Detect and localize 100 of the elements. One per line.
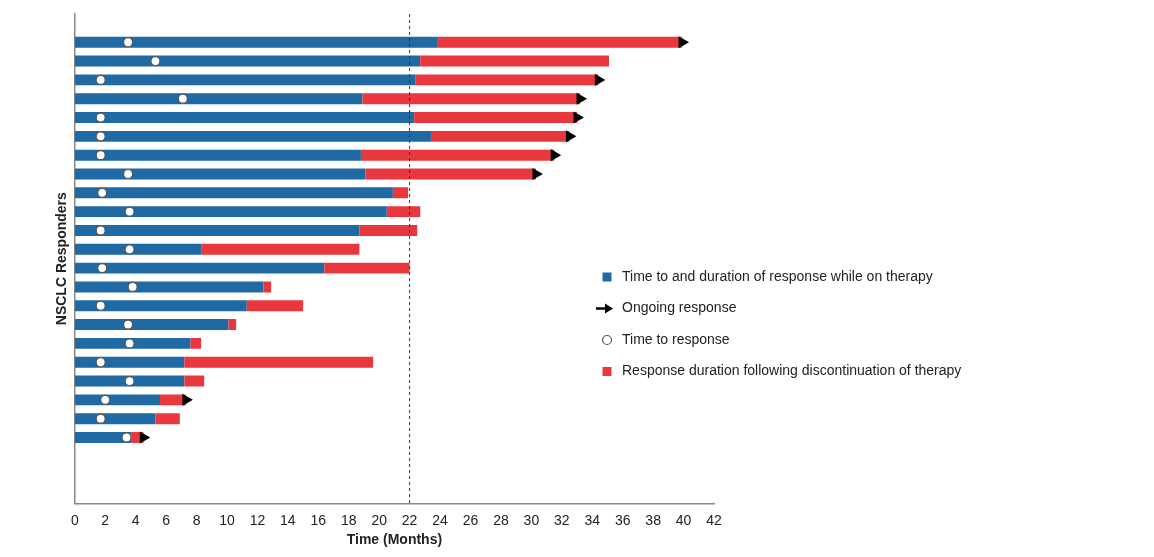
- x-tick-label: 12: [249, 511, 266, 528]
- bar: [74, 130, 431, 142]
- point: [124, 244, 135, 255]
- point: [532, 167, 543, 181]
- bar: [74, 55, 421, 67]
- bar: [74, 93, 363, 105]
- bar: [74, 281, 264, 293]
- bar: [362, 93, 581, 105]
- y-axis-title: NSCLC Responders: [53, 191, 70, 326]
- x-tick-label: 6: [162, 511, 171, 528]
- bar: [190, 337, 202, 349]
- point: [95, 225, 106, 236]
- point: [594, 73, 606, 86]
- bar: [74, 356, 185, 368]
- bar: [420, 55, 609, 67]
- legend-label: Response duration following discontinuation of therapy: [622, 362, 962, 379]
- x-tick-label: 34: [584, 511, 601, 528]
- bar: [74, 319, 229, 331]
- bar: [155, 413, 180, 425]
- point: [95, 150, 106, 161]
- x-tick-label: 32: [554, 511, 570, 528]
- x-tick-label: 24: [432, 511, 449, 528]
- bar: [437, 36, 683, 48]
- x-tick-label: 20: [371, 511, 388, 528]
- x-tick-label: 16: [310, 511, 327, 528]
- point: [95, 131, 106, 142]
- point: [122, 37, 134, 48]
- x-tick-label: 36: [614, 511, 631, 528]
- bar: [74, 243, 202, 255]
- point: [124, 338, 135, 349]
- point: [95, 74, 106, 85]
- point: [95, 357, 106, 368]
- point: [122, 319, 134, 330]
- point: [576, 92, 588, 105]
- bar: [415, 74, 599, 86]
- bar: [246, 300, 304, 312]
- x-axis-title: Time (Months): [346, 531, 443, 548]
- point: [550, 149, 562, 162]
- bar: [359, 225, 418, 236]
- point: [573, 111, 585, 124]
- bar: [74, 394, 161, 406]
- bar: [74, 168, 366, 180]
- bar: [201, 243, 360, 255]
- point: [121, 432, 132, 443]
- bar: [324, 262, 410, 274]
- point: [122, 168, 134, 180]
- point: [95, 112, 106, 123]
- x-tick-label: 30: [523, 511, 540, 528]
- x-tick-label: 38: [645, 511, 662, 528]
- point: [95, 413, 106, 424]
- point: [182, 393, 193, 406]
- bar: [430, 130, 570, 142]
- bar: [184, 356, 374, 368]
- x-tick-label: 8: [192, 511, 201, 528]
- x-tick-label: 0: [70, 511, 79, 528]
- legend-label: Time to response: [622, 330, 730, 347]
- point: [127, 281, 138, 293]
- point: [124, 206, 135, 217]
- point: [100, 394, 111, 405]
- legend-label: Ongoing response: [622, 299, 737, 316]
- x-tick-label: 2: [101, 511, 110, 528]
- x-tick-label: 10: [219, 511, 235, 528]
- bar: [228, 319, 237, 331]
- point: [150, 55, 161, 67]
- point: [177, 93, 188, 104]
- bar: [74, 206, 387, 218]
- x-tick-label: 28: [493, 511, 509, 528]
- bar: [74, 36, 438, 48]
- x-tick-label: 18: [340, 511, 357, 528]
- x-tick-label: 42: [706, 511, 722, 528]
- bar: [365, 168, 536, 180]
- bar: [74, 225, 360, 236]
- bar: [184, 375, 205, 387]
- bar: [414, 112, 578, 123]
- point: [97, 263, 108, 274]
- point: [565, 130, 577, 143]
- bar: [74, 149, 361, 161]
- x-tick-label: 26: [462, 511, 479, 528]
- bar: [263, 281, 272, 293]
- point: [124, 375, 135, 387]
- x-tick-label: 4: [131, 511, 140, 528]
- bar: [392, 187, 409, 199]
- bar: [74, 74, 416, 86]
- point: [678, 36, 690, 49]
- bar: [74, 413, 156, 425]
- point: [139, 431, 151, 444]
- x-tick-label: 22: [401, 511, 418, 528]
- bar: [386, 206, 421, 218]
- bar: [74, 187, 393, 199]
- bar: [74, 375, 185, 387]
- legend-label: Time to and duration of response while on therapy: [622, 267, 933, 284]
- bar: [74, 300, 247, 312]
- bar: [360, 149, 555, 161]
- bar: [74, 112, 415, 123]
- point: [95, 300, 106, 311]
- point: [97, 187, 108, 198]
- x-tick-label: 14: [280, 511, 296, 528]
- x-tick-label: 40: [675, 511, 692, 528]
- bar: [74, 262, 325, 274]
- bar: [74, 337, 191, 349]
